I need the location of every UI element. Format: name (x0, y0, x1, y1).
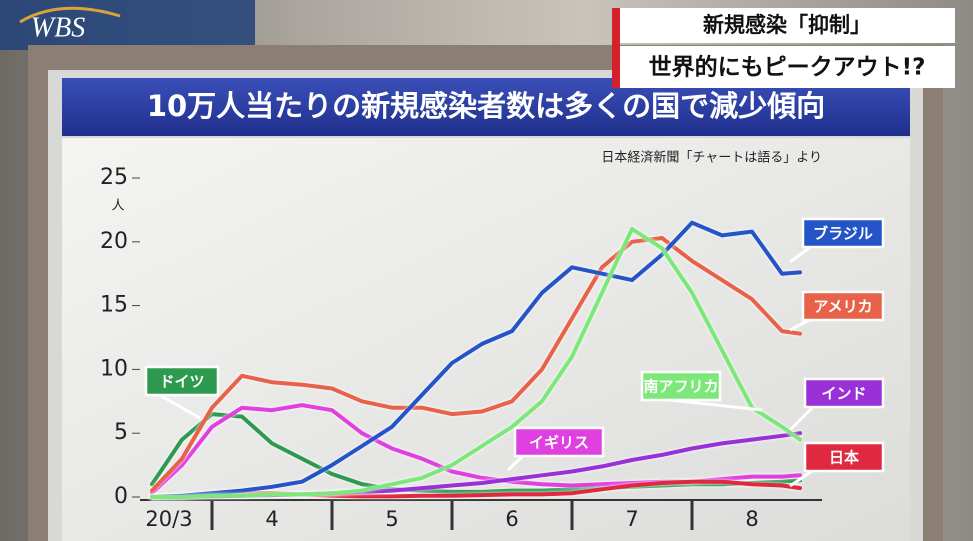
legend-label: 南アフリカ (643, 378, 718, 396)
legend-box (640, 370, 722, 402)
legend-box (803, 377, 885, 409)
x-tick-label: 4 (265, 507, 278, 531)
y-tick-label: 0 (114, 484, 128, 509)
legend-box (801, 217, 885, 249)
legend-label: 日本 (829, 449, 859, 467)
label-pointer (788, 403, 817, 432)
series-line (150, 412, 802, 494)
logo-backdrop (0, 0, 255, 50)
caption-bar (612, 8, 620, 88)
y-tick-label: 5 (114, 420, 128, 445)
legend-label: イギリス (529, 434, 589, 452)
x-tick-label: 6 (505, 507, 518, 531)
legend-box (513, 426, 605, 458)
caption-box (620, 46, 955, 88)
x-tick-label: 7 (625, 507, 638, 531)
legend-label: アメリカ (813, 298, 872, 316)
y-tick-label: 10 (100, 356, 128, 381)
caption-box (620, 8, 955, 43)
y-tick-label: 25 (100, 165, 128, 190)
legend-box (144, 365, 220, 397)
legend-label: インド (821, 385, 866, 403)
series-line (150, 236, 802, 493)
logo-swoosh (19, 6, 121, 24)
y-tick-label: 20 (100, 229, 128, 254)
chart-title: 10万人当たりの新規感染者数は多くの国で減少傾向 (147, 89, 825, 123)
y-unit: 人 (111, 199, 124, 214)
logo: WBS (31, 12, 85, 43)
series-line (150, 220, 802, 499)
x-tick-label: 5 (385, 507, 398, 531)
legend-box (803, 441, 885, 473)
caption: 新規感染「抑制」 (703, 13, 871, 37)
label-pointer (155, 391, 201, 420)
legend-label: ドイツ (159, 373, 204, 391)
x-tick-label: 20/3 (145, 507, 192, 531)
series-line (150, 227, 802, 499)
caption: 世界的にもピークアウト!? (649, 54, 926, 81)
legend-label: ブラジル (813, 225, 873, 243)
legend-box (801, 290, 885, 322)
plot-panel (62, 138, 910, 541)
source-note: 日本経済新聞「チャートは語る」より (601, 150, 822, 166)
x-tick-label: 8 (745, 507, 758, 531)
y-tick-label: 15 (100, 293, 128, 318)
